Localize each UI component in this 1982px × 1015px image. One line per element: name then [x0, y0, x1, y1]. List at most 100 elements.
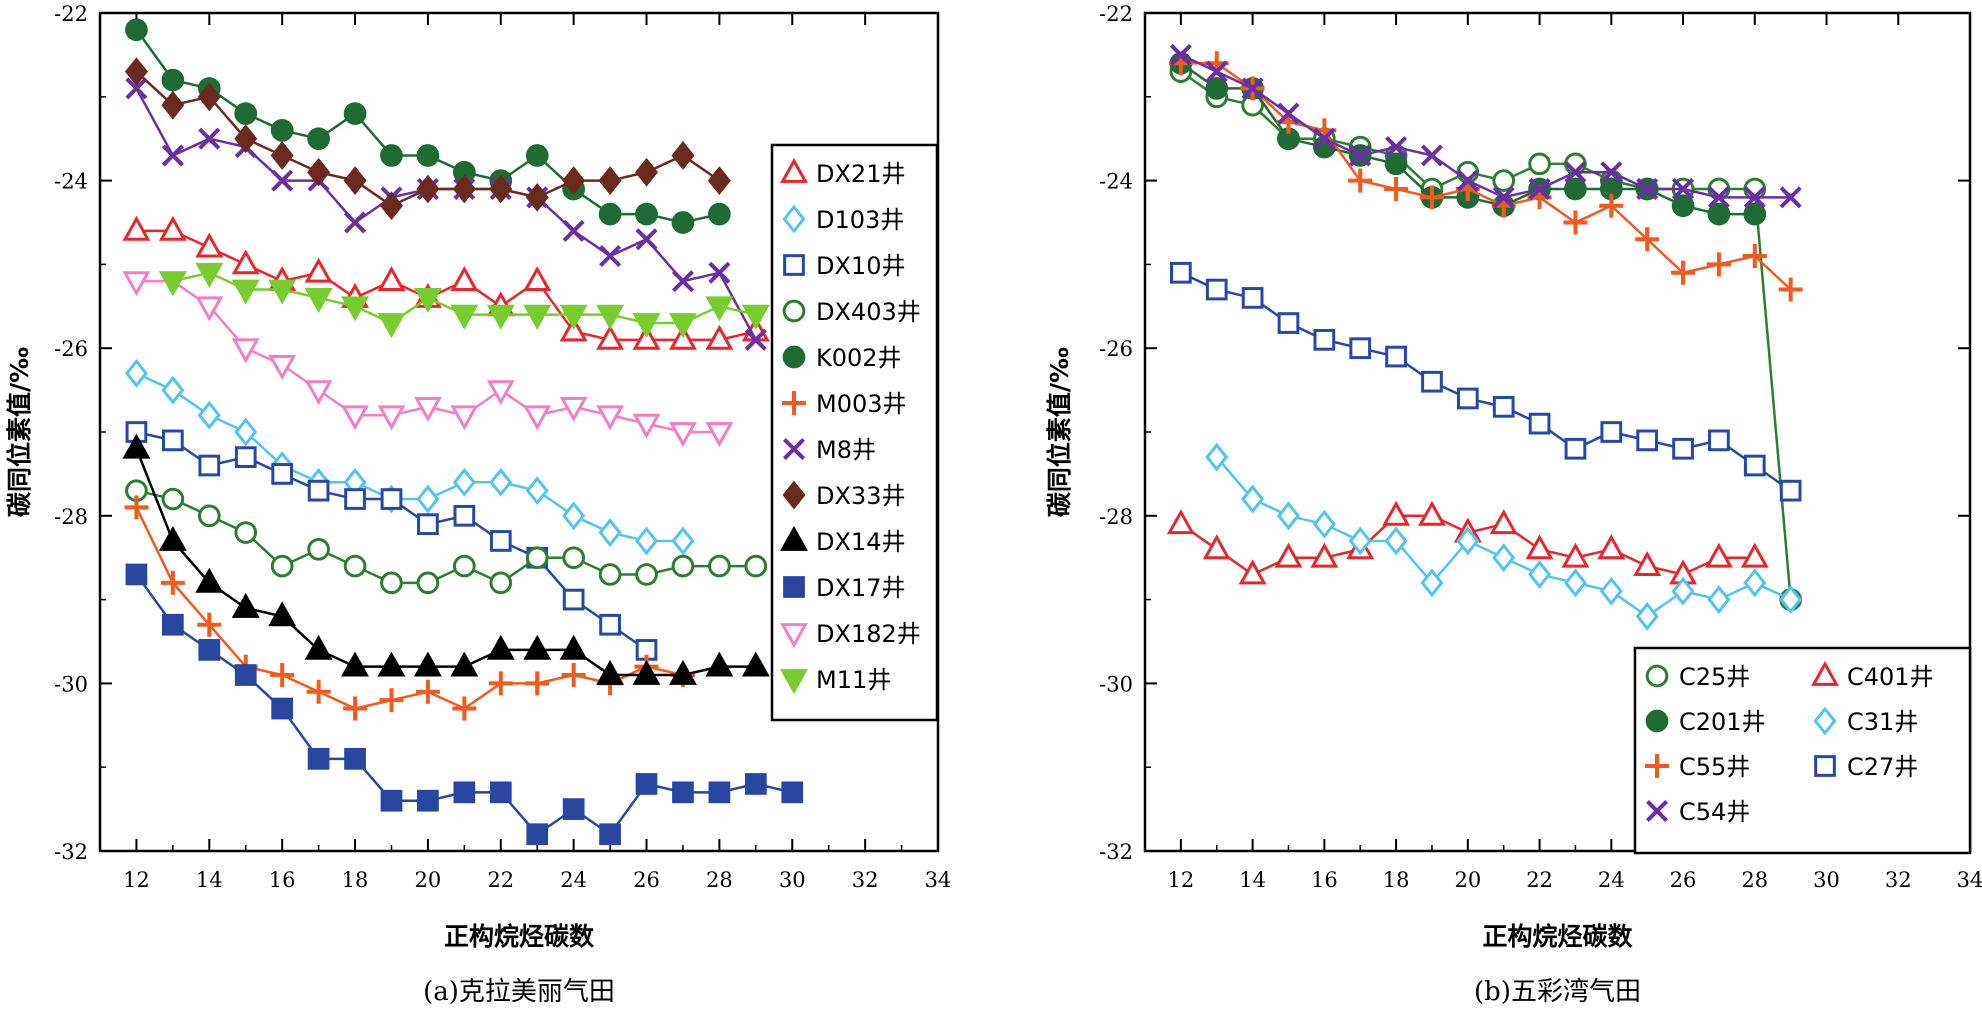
data-point — [1636, 177, 1659, 200]
data-point — [415, 679, 440, 704]
data-point — [161, 487, 185, 511]
series-line — [1180, 70, 1792, 600]
data-point — [668, 422, 697, 448]
data-point — [417, 513, 439, 536]
data-point — [231, 249, 260, 275]
data-point — [596, 659, 625, 685]
x-tick-label: 16 — [269, 868, 296, 892]
data-point — [671, 211, 695, 234]
data-point — [562, 501, 586, 531]
legend-marker — [782, 480, 806, 510]
data-point — [562, 166, 586, 196]
data-point — [197, 504, 221, 528]
data-point — [268, 601, 297, 627]
data-point — [1489, 509, 1518, 535]
legend-item: C31井 — [1813, 706, 1918, 736]
data-point — [1743, 202, 1767, 226]
data-point — [598, 563, 622, 586]
x-tick-label: 20 — [415, 868, 442, 892]
data-point — [1671, 576, 1695, 606]
data-point — [195, 232, 224, 258]
data-point — [1564, 161, 1587, 184]
data-point — [1385, 345, 1407, 368]
legend-item: DX10井 — [783, 252, 905, 280]
data-point — [231, 592, 260, 618]
data-point — [1348, 168, 1373, 193]
data-point — [489, 467, 513, 497]
data-point — [1599, 193, 1624, 218]
data-point — [453, 504, 476, 527]
data-point — [122, 215, 151, 241]
data-point — [1241, 287, 1264, 309]
x-tick-label: 32 — [852, 868, 879, 892]
data-point — [1205, 77, 1229, 100]
legend-marker — [783, 254, 805, 276]
series-line — [136, 489, 756, 585]
legend-label: C55井 — [1679, 753, 1750, 781]
data-point — [124, 57, 148, 87]
data-point — [304, 288, 333, 313]
x-tick-label: 34 — [1957, 868, 1982, 892]
data-point — [1600, 161, 1623, 184]
data-point — [741, 304, 770, 330]
data-point — [1348, 526, 1372, 556]
x-tick-label: 14 — [1239, 868, 1266, 892]
data-point — [413, 288, 442, 313]
legend-label: M11井 — [816, 666, 891, 694]
legend-marker — [1645, 799, 1669, 823]
data-point — [380, 789, 403, 812]
data-point — [198, 454, 221, 477]
series-DX403井 — [125, 479, 768, 595]
data-point — [417, 789, 439, 812]
data-point — [452, 467, 476, 497]
data-point — [741, 651, 770, 677]
data-point — [450, 651, 479, 677]
data-point — [1238, 559, 1267, 585]
data-point — [125, 563, 148, 586]
data-point — [234, 664, 257, 686]
legend-label: K002井 — [816, 344, 902, 372]
x-tick-label: 28 — [706, 868, 733, 892]
data-point — [158, 215, 187, 241]
legend-marker — [782, 345, 806, 369]
data-point — [198, 127, 221, 150]
data-point — [562, 219, 585, 242]
data-point — [380, 571, 403, 595]
data-point — [379, 191, 403, 221]
data-point — [344, 747, 366, 770]
figure-caption: (b)五彩湾气田 — [1474, 977, 1641, 1007]
data-point — [271, 169, 294, 192]
data-point — [234, 102, 258, 125]
series-K002井 — [125, 18, 731, 234]
data-point — [1349, 144, 1372, 167]
data-point — [197, 82, 221, 112]
data-point — [781, 781, 804, 804]
data-point — [124, 495, 149, 520]
data-point — [307, 157, 331, 187]
legend-item: D103井 — [782, 204, 904, 234]
series-M11井 — [158, 262, 770, 339]
data-point — [1740, 542, 1769, 568]
data-point — [1706, 252, 1731, 277]
data-point — [705, 324, 734, 350]
x-tick-label: 26 — [1670, 868, 1697, 892]
data-point — [598, 518, 622, 547]
data-point — [1707, 202, 1731, 226]
legend-marker — [780, 525, 808, 551]
legend-marker — [1645, 754, 1669, 778]
data-point — [1633, 551, 1662, 576]
data-point — [598, 166, 622, 196]
y-tick-label: -26 — [1099, 337, 1133, 361]
series-line — [135, 372, 683, 543]
data-point — [708, 261, 731, 284]
data-point — [341, 405, 370, 431]
legend-item: K002井 — [782, 344, 902, 372]
x-tick-label: 12 — [1168, 868, 1195, 892]
data-point — [450, 266, 479, 292]
legend-box — [770, 143, 939, 722]
data-point — [1672, 177, 1695, 200]
data-point — [1743, 186, 1766, 209]
data-point — [341, 651, 370, 677]
data-point — [234, 417, 258, 447]
data-point — [304, 380, 333, 406]
